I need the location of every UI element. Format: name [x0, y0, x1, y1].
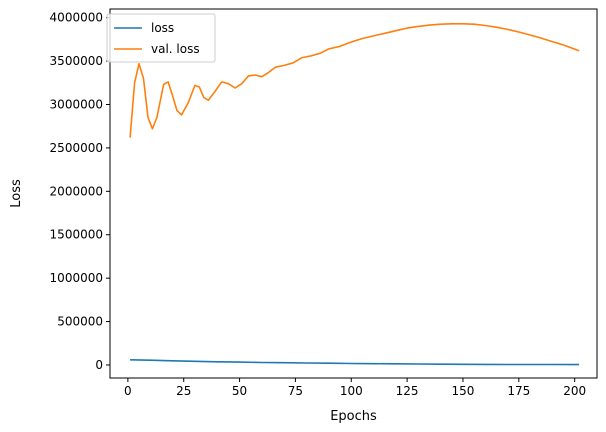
series-line-loss — [130, 359, 580, 366]
x-tick-label: 125 — [396, 384, 419, 398]
x-tick-label: 175 — [507, 384, 530, 398]
x-tick-label: 25 — [176, 384, 191, 398]
y-tick-label: 500000 — [57, 315, 103, 329]
x-tick-label: 50 — [232, 384, 247, 398]
y-tick-label: 4000000 — [50, 11, 103, 25]
legend-box — [106, 13, 216, 63]
y-tick-label: 1500000 — [50, 228, 103, 242]
x-tick-label: 100 — [340, 384, 363, 398]
x-axis: 0 25 50 75 100 125 150 175 200 — [124, 378, 586, 398]
y-axis-label: Loss — [9, 179, 24, 208]
x-tick-label: 0 — [124, 384, 132, 398]
y-tick-label: 3500000 — [50, 54, 103, 68]
x-axis-label: Epochs — [330, 409, 377, 424]
series-lines — [129, 23, 580, 366]
y-axis: 0 500000 1000000 1500000 2000000 2500000 30000… — [50, 11, 110, 372]
legend: loss val. loss — [106, 13, 216, 63]
series-line-val-loss — [129, 23, 580, 138]
y-tick-label: 2500000 — [50, 141, 103, 155]
x-tick-label: 150 — [452, 384, 475, 398]
plot-frame — [109, 8, 598, 379]
x-tick-label: 75 — [288, 384, 303, 398]
x-tick-label: 200 — [563, 384, 586, 398]
y-tick-label: 2000000 — [50, 184, 103, 198]
legend-label: loss — [151, 21, 174, 35]
legend-label: val. loss — [151, 42, 200, 56]
y-tick-label: 1000000 — [50, 271, 103, 285]
y-tick-label: 3000000 — [50, 98, 103, 112]
y-tick-label: 0 — [95, 358, 103, 372]
